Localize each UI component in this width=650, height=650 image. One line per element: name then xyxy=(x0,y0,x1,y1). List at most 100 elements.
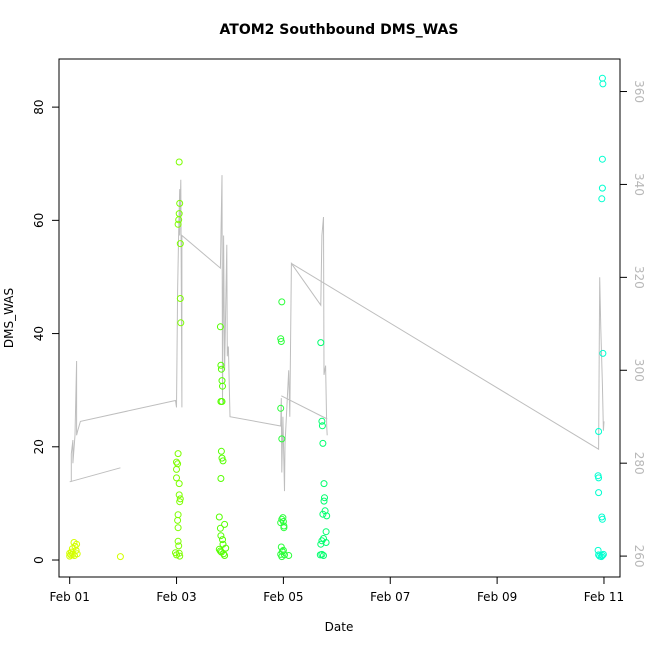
series-line-segment xyxy=(291,262,605,451)
data-point xyxy=(318,417,326,425)
data-point xyxy=(218,398,226,405)
data-point xyxy=(217,365,225,373)
data-point xyxy=(215,513,223,521)
y-tick-label: 60 xyxy=(32,213,46,228)
y-axis-label: DMS_WAS xyxy=(2,288,16,348)
series-line-segment xyxy=(70,175,328,492)
data-point xyxy=(285,552,293,559)
data-point xyxy=(176,199,184,207)
y-tick-right-label: 300 xyxy=(632,359,646,382)
x-tick-label: Feb 05 xyxy=(263,590,303,604)
data-point xyxy=(320,480,328,488)
data-point xyxy=(598,155,606,163)
data-point xyxy=(176,295,184,302)
y-tick-right-label: 360 xyxy=(632,80,646,103)
data-point xyxy=(176,495,184,503)
data-point xyxy=(319,510,327,518)
line-layer xyxy=(69,175,605,492)
y-axis-left: 0 20 40 60 80 xyxy=(32,99,60,564)
data-point xyxy=(598,195,606,203)
x-tick-label: Feb 01 xyxy=(50,590,90,604)
data-point xyxy=(321,494,328,502)
data-point xyxy=(281,551,288,559)
data-point xyxy=(216,524,224,532)
data-point xyxy=(320,497,328,505)
y-axis-right: 260 280 300 320 340 360 xyxy=(619,80,646,568)
data-point xyxy=(73,550,81,558)
data-point xyxy=(277,338,285,345)
data-point xyxy=(318,537,326,545)
data-point xyxy=(174,537,182,545)
data-point xyxy=(174,460,182,468)
data-point xyxy=(597,553,605,561)
y-tick-label: 0 xyxy=(32,556,46,564)
data-point xyxy=(73,540,81,548)
data-point xyxy=(278,515,286,523)
data-point xyxy=(175,549,183,557)
data-point xyxy=(279,514,287,522)
data-point xyxy=(174,524,182,532)
data-point xyxy=(322,528,330,536)
plot-area-frame xyxy=(58,58,621,578)
series-line-segment xyxy=(281,395,328,420)
data-point xyxy=(177,319,185,327)
y-tick-right-label: 340 xyxy=(632,173,646,196)
y-tick-label: 80 xyxy=(32,99,46,114)
data-point xyxy=(277,404,285,412)
data-point xyxy=(595,489,603,497)
data-point xyxy=(319,439,327,447)
data-point xyxy=(71,542,79,550)
data-point xyxy=(279,546,287,554)
data-point xyxy=(316,551,324,559)
data-point xyxy=(599,349,607,357)
data-point xyxy=(598,515,606,523)
data-point xyxy=(176,552,184,560)
data-point xyxy=(277,543,285,551)
data-point xyxy=(219,382,226,390)
x-tick-label: Feb 07 xyxy=(370,590,410,604)
data-point xyxy=(174,511,182,519)
data-point xyxy=(320,552,327,559)
data-point xyxy=(219,536,226,544)
y-tick-label: 20 xyxy=(32,439,46,454)
x-tick-label: Feb 03 xyxy=(156,590,196,604)
data-point xyxy=(173,465,180,473)
data-point xyxy=(278,298,286,306)
x-tick-label: Feb 09 xyxy=(477,590,517,604)
data-point xyxy=(176,498,184,506)
data-point xyxy=(116,553,124,561)
y-tick-right-label: 280 xyxy=(632,452,646,475)
y-tick-label: 40 xyxy=(32,326,46,341)
data-point xyxy=(221,520,229,528)
data-point xyxy=(217,361,225,369)
y-tick-right-label: 320 xyxy=(632,266,646,289)
data-point xyxy=(277,335,285,343)
data-point xyxy=(219,457,227,465)
data-point xyxy=(221,552,229,559)
data-point xyxy=(598,74,606,82)
data-point xyxy=(595,428,603,435)
data-point xyxy=(176,240,184,248)
data-point xyxy=(595,474,603,482)
data-point xyxy=(173,458,180,466)
data-point xyxy=(280,524,288,532)
chart-title: ATOM2 Southbound DMS_WAS xyxy=(220,22,459,38)
data-point xyxy=(278,435,286,443)
data-point xyxy=(175,480,183,488)
data-point xyxy=(317,540,325,548)
data-point xyxy=(599,80,607,88)
data-point xyxy=(173,474,180,482)
data-point xyxy=(217,475,225,482)
data-point xyxy=(318,422,326,430)
data-point xyxy=(599,550,607,558)
y-tick-right-label: 260 xyxy=(632,545,646,568)
data-point xyxy=(216,323,224,331)
data-point xyxy=(317,339,325,347)
data-point xyxy=(175,158,183,166)
data-point xyxy=(175,210,183,218)
data-point xyxy=(217,532,225,540)
data-point xyxy=(323,512,331,520)
data-point xyxy=(174,450,182,458)
data-point xyxy=(175,542,183,550)
series-line-segment xyxy=(69,467,121,483)
